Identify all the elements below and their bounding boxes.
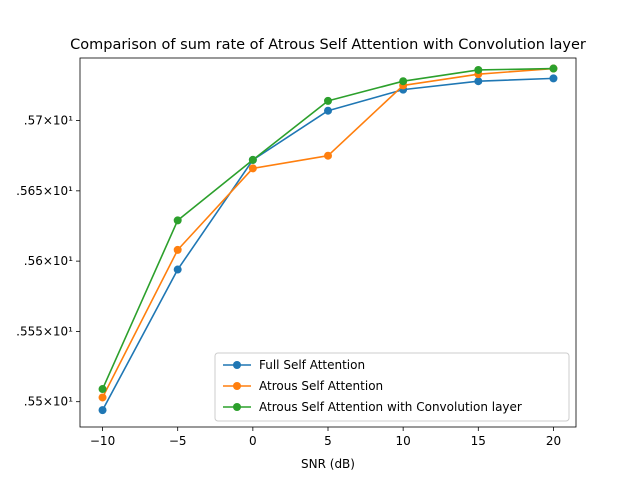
legend-box <box>214 352 570 422</box>
chart-title: Comparison of sum rate of Atrous Self At… <box>70 37 586 53</box>
y-tick-label: .555×10¹ <box>16 324 73 338</box>
series-2-point <box>173 245 182 254</box>
y-tick-label: .55×10¹ <box>24 395 73 409</box>
y-tick-label: .565×10¹ <box>16 184 73 198</box>
x-tick-label: −10 <box>90 434 115 448</box>
plot-frame <box>79 57 577 428</box>
series-1-point <box>98 406 107 415</box>
series-3-point <box>173 216 182 225</box>
series-3-point <box>248 155 257 164</box>
series-line-3 <box>101 67 554 390</box>
legend-label: Full Self Attention <box>259 358 365 372</box>
legend-swatch-marker <box>233 403 241 411</box>
x-tick-label: 5 <box>324 434 332 448</box>
series-3-point <box>549 64 558 73</box>
x-tick-label: 20 <box>546 434 561 448</box>
x-tick-label: 10 <box>396 434 411 448</box>
x-tick-label: −5 <box>169 434 187 448</box>
series-3-point <box>98 385 107 394</box>
series-3-point <box>474 65 483 74</box>
legend-swatch-marker <box>233 361 241 369</box>
series-3-point <box>324 96 332 105</box>
x-tick-label: 0 <box>249 434 257 448</box>
series-1-point <box>324 106 332 115</box>
series-1-point <box>173 265 182 274</box>
series-1-point <box>549 74 558 83</box>
y-tick-label: .57×10¹ <box>24 114 73 128</box>
series-line-2 <box>101 67 554 398</box>
legend-swatch-marker <box>233 382 241 390</box>
series-3-point <box>399 77 408 86</box>
series-2-point <box>324 151 332 160</box>
y-tick-label: .56×10¹ <box>24 254 73 268</box>
x-axis-label: SNR (dB) <box>301 457 355 471</box>
legend-label: Atrous Self Attention with Convolution l… <box>259 400 522 414</box>
x-tick-label: 15 <box>471 434 486 448</box>
series-1-point <box>474 77 483 86</box>
plot-area: −10 −5 0 5 10 15 20 .55×10¹ .555×10¹ .56×10¹ .565×… <box>16 57 577 448</box>
legend-label: Atrous Self Attention <box>259 379 383 393</box>
series-2-point <box>98 393 107 402</box>
series-2-point <box>248 164 257 173</box>
